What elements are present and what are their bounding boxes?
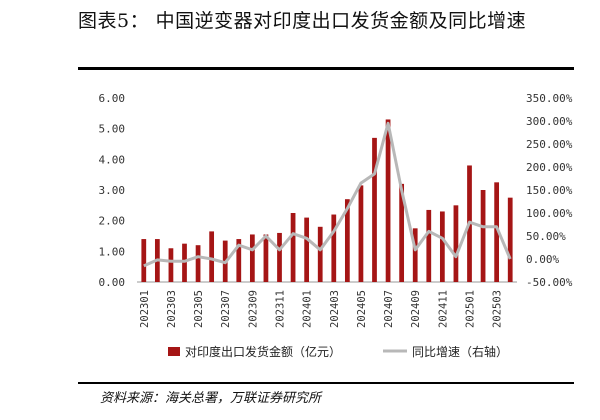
x-tick-label: 202401 <box>302 290 314 328</box>
bar <box>141 239 147 282</box>
bar <box>236 239 242 282</box>
bar <box>439 211 445 282</box>
chart-area: 0.00 1.00 2.00 3.00 4.00 5.00 6.00 -50.00% 0.00%… <box>99 92 573 359</box>
bar <box>453 205 459 282</box>
legend-line-label: 同比增速（右轴） <box>412 344 508 359</box>
x-tick-label: 202407 <box>383 290 395 328</box>
bar <box>195 245 201 282</box>
bar <box>507 197 513 282</box>
bar <box>317 226 323 282</box>
y-left-tick-label: 0.00 <box>99 276 126 289</box>
y-left-tick-label: 4.00 <box>99 153 126 166</box>
bar <box>399 183 405 282</box>
y-right-tick-label: -50.00% <box>526 276 573 289</box>
chart-axes: 0.00 1.00 2.00 3.00 4.00 5.00 6.00 -50.00% 0.00%… <box>99 92 573 289</box>
x-tick-label: 202405 <box>356 290 368 328</box>
growth-line <box>143 121 512 268</box>
x-tick-label: 202501 <box>465 290 477 328</box>
bar <box>182 243 187 282</box>
x-axis-labels: 202301 202303 202305 202307 202309 202311 2024… <box>139 290 504 328</box>
y-left-tick-label: 2.00 <box>99 215 126 228</box>
bar <box>358 185 364 282</box>
source-note: 资料来源：海关总署，万联证券研究所 <box>100 391 322 406</box>
bar <box>304 217 310 282</box>
x-tick-label: 202305 <box>193 290 205 328</box>
bar <box>372 137 377 282</box>
bar <box>344 199 350 282</box>
chart-title: 图表5： 中国逆变器对印度出口发货金额及同比增速 <box>78 10 527 32</box>
x-tick-label: 202403 <box>329 290 341 328</box>
bar <box>412 228 418 282</box>
y-right-tick-label: 250.00% <box>526 138 573 151</box>
y-right-tick-label: 200.00% <box>526 161 573 174</box>
y-right-tick-label: 100.00% <box>526 207 573 220</box>
y-right-tick-label: 50.00% <box>526 230 566 243</box>
y-left-tick-label: 5.00 <box>99 123 126 136</box>
bar <box>385 119 391 282</box>
bar <box>209 231 215 282</box>
y-right-tick-label: 150.00% <box>526 184 573 197</box>
bar <box>277 232 282 282</box>
legend: 对印度出口发货金额（亿元） 同比增速（右轴） <box>168 344 508 359</box>
bar <box>168 248 174 282</box>
x-tick-label: 202303 <box>166 290 178 328</box>
x-tick-label: 202309 <box>247 290 259 328</box>
bar <box>331 214 337 282</box>
legend-bar-label: 对印度出口发货金额（亿元） <box>185 344 341 359</box>
bar <box>263 234 269 282</box>
y-left-tick-label: 6.00 <box>99 92 126 105</box>
bar <box>494 182 500 282</box>
y-right-tick-label: 0.00% <box>526 253 559 266</box>
x-tick-label: 202307 <box>220 290 232 328</box>
line-series <box>143 121 512 268</box>
y-left-tick-label: 1.00 <box>99 245 126 258</box>
bottom-rule <box>78 382 574 384</box>
bar <box>290 213 296 282</box>
x-tick-label: 202503 <box>492 290 504 328</box>
y-right-tick-label: 300.00% <box>526 115 573 128</box>
bar <box>480 190 486 282</box>
x-tick-label: 202411 <box>437 290 449 328</box>
y-right-tick-label: 350.00% <box>526 92 573 105</box>
legend-bar-swatch <box>168 347 180 356</box>
bar <box>249 234 255 282</box>
y-left-tick-label: 3.00 <box>99 184 126 197</box>
top-rule <box>78 67 574 70</box>
x-tick-label: 202409 <box>410 290 422 328</box>
bar <box>426 209 432 282</box>
x-tick-label: 202311 <box>275 290 287 328</box>
x-tick-label: 202301 <box>139 290 151 328</box>
